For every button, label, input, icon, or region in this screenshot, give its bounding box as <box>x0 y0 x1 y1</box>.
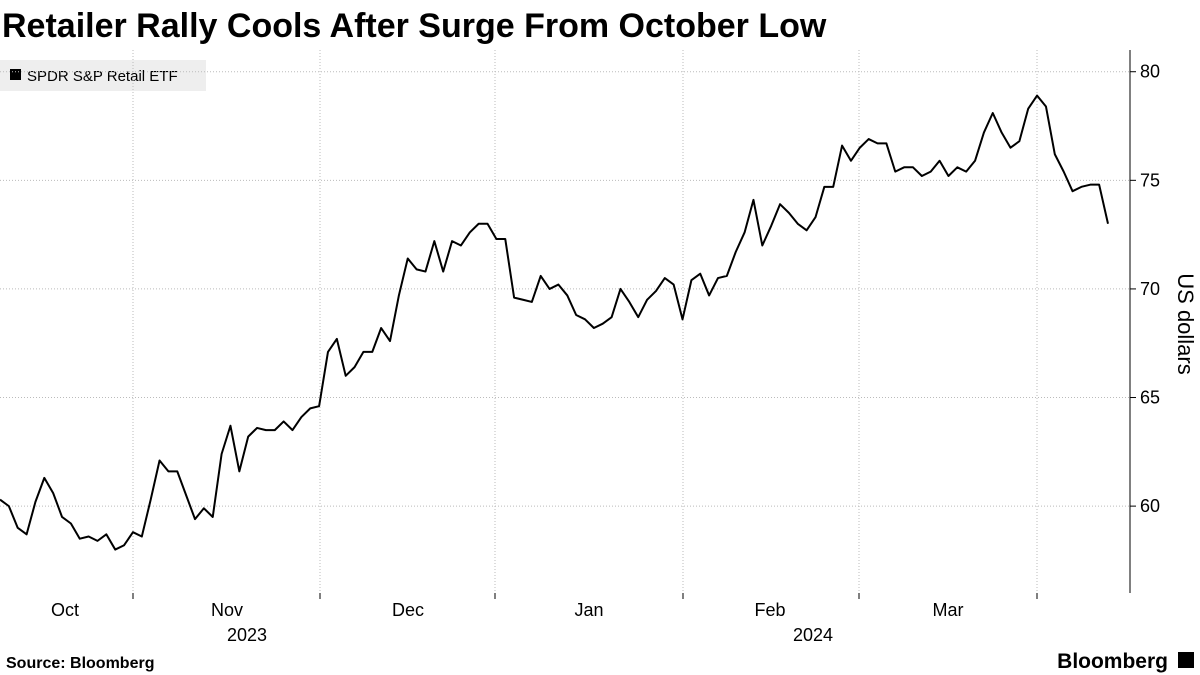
x-tick-label: Oct <box>51 600 79 620</box>
x-tick-label: Nov <box>211 600 243 620</box>
year-label: 2023 <box>227 625 267 645</box>
legend-swatch <box>10 69 21 80</box>
logo: Bloomberg <box>1057 650 1168 673</box>
x-tick-label: Feb <box>754 600 785 620</box>
y-tick-label: 70 <box>1140 279 1160 299</box>
legend-label: SPDR S&P Retail ETF <box>27 68 178 85</box>
y-tick-label: 65 <box>1140 388 1160 408</box>
y-tick-label: 80 <box>1140 62 1160 82</box>
legend-box <box>0 60 206 91</box>
x-tick-label: Dec <box>392 600 424 620</box>
y-tick-label: 60 <box>1140 496 1160 516</box>
price-line <box>0 94 1109 551</box>
chart-title: Retailer Rally Cools After Surge From Oc… <box>2 7 827 45</box>
x-tick-label: Mar <box>933 600 964 620</box>
source: Source: Bloomberg <box>6 655 154 672</box>
logo-icon <box>1178 652 1194 668</box>
y-axis-label: US dollars <box>1173 273 1198 374</box>
year-label: 2024 <box>793 625 833 645</box>
x-tick-label: Jan <box>574 600 603 620</box>
y-tick-label: 75 <box>1140 170 1160 190</box>
